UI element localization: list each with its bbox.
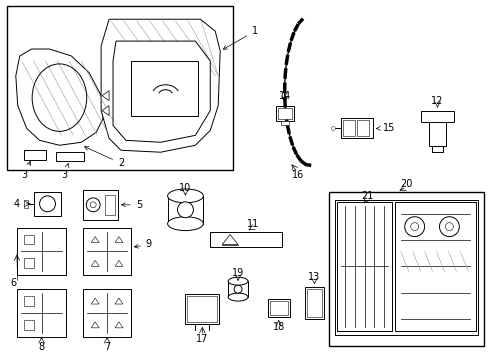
Bar [394, 202, 475, 331]
Bar [131, 61, 198, 116]
Bar [185, 294, 219, 324]
Ellipse shape [228, 277, 247, 285]
Bar [427, 118, 446, 146]
Circle shape [404, 217, 424, 237]
Polygon shape [113, 41, 210, 142]
Circle shape [445, 223, 452, 231]
Text: 17: 17 [196, 334, 208, 344]
Text: 7: 7 [104, 342, 110, 352]
Text: 13: 13 [308, 272, 320, 282]
Bar [56, 152, 84, 161]
Ellipse shape [228, 293, 247, 301]
Bar [304, 287, 324, 319]
Bar [210, 231, 281, 247]
Circle shape [177, 202, 193, 218]
Circle shape [410, 223, 418, 231]
Text: 4: 4 [14, 199, 20, 209]
Bar [335, 200, 477, 335]
Bar [275, 105, 293, 121]
Bar [105, 195, 115, 215]
Bar [24, 320, 34, 330]
Polygon shape [16, 49, 103, 145]
Text: 11: 11 [246, 219, 259, 229]
Text: 19: 19 [231, 268, 244, 278]
Circle shape [234, 285, 242, 293]
Bar [167, 196, 203, 224]
Polygon shape [102, 91, 109, 100]
Circle shape [86, 198, 100, 212]
Bar [328, 192, 483, 346]
Text: 8: 8 [39, 342, 44, 352]
Text: 16: 16 [291, 170, 303, 180]
Text: 9: 9 [134, 239, 151, 249]
Circle shape [331, 126, 335, 130]
Text: 1: 1 [223, 26, 258, 49]
Text: 10: 10 [179, 183, 191, 193]
Text: 3: 3 [61, 163, 69, 180]
Text: 5: 5 [122, 200, 142, 210]
Bar [24, 150, 45, 160]
Ellipse shape [167, 217, 203, 231]
Bar [228, 281, 247, 297]
Bar [306, 289, 322, 317]
Bar [34, 192, 61, 216]
Bar [24, 258, 34, 268]
Text: 6: 6 [11, 278, 17, 288]
Circle shape [90, 202, 96, 208]
Bar [277, 108, 291, 120]
Polygon shape [222, 235, 238, 244]
Bar [356, 121, 368, 136]
Text: 3: 3 [21, 161, 31, 180]
Polygon shape [115, 260, 122, 266]
Polygon shape [115, 298, 122, 304]
Bar [420, 111, 453, 122]
Bar [83, 289, 131, 337]
Bar [343, 121, 354, 136]
Circle shape [40, 196, 55, 212]
Bar [83, 228, 131, 275]
Circle shape [439, 217, 458, 237]
Text: 18: 18 [272, 322, 285, 332]
Text: 2: 2 [84, 147, 124, 168]
Text: 14: 14 [278, 91, 290, 101]
Bar [17, 289, 66, 337]
Bar [267, 299, 289, 317]
Polygon shape [91, 260, 99, 266]
Bar [431, 146, 443, 152]
Polygon shape [91, 237, 99, 243]
Polygon shape [102, 105, 109, 116]
Bar [17, 228, 66, 275]
Bar [24, 235, 34, 244]
Polygon shape [101, 19, 220, 152]
Text: 20: 20 [400, 179, 412, 189]
Text: 12: 12 [430, 96, 443, 105]
Bar [7, 6, 233, 170]
Bar [341, 118, 372, 138]
Polygon shape [91, 298, 99, 304]
Bar [24, 200, 28, 208]
Polygon shape [115, 322, 122, 328]
Text: 15: 15 [376, 123, 394, 134]
Bar [187, 296, 217, 322]
Bar [280, 121, 288, 125]
Bar [269, 301, 287, 315]
Bar [24, 296, 34, 306]
Polygon shape [115, 237, 122, 243]
Polygon shape [91, 322, 99, 328]
Bar [337, 202, 391, 331]
Ellipse shape [167, 189, 203, 203]
Bar [83, 190, 118, 220]
Text: 21: 21 [360, 191, 372, 201]
